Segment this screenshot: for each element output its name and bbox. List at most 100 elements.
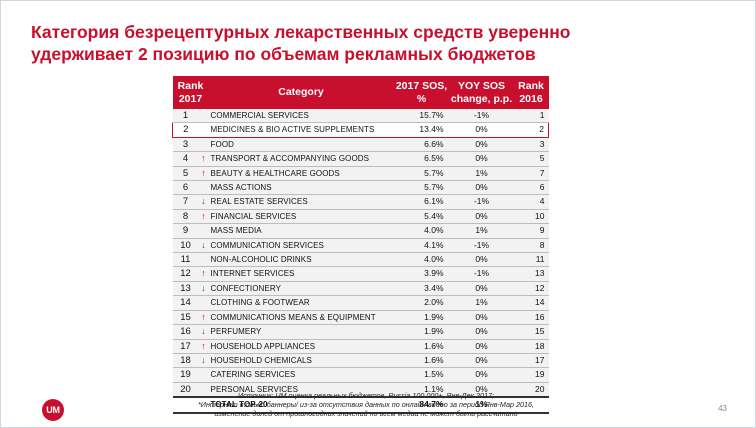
category-cell: MEDICINES & BIO ACTIVE SUPPLEMENTS [208, 122, 394, 138]
arrow-down-icon: ↓ [198, 238, 209, 254]
rank-2016-cell: 2 [513, 122, 550, 138]
rank-2016-cell: 16 [513, 310, 549, 326]
rank-cell: 18 [172, 353, 199, 369]
category-cell: PERSONAL SERVICES [208, 382, 394, 398]
change-cell: 0% [449, 137, 514, 153]
arrow-up-icon: ↑ [198, 151, 209, 167]
table-row: 16 ↓ PERFUMERY 1.9% 0% 15 [172, 324, 549, 340]
header-yoy-change: YOY SOS change, p.p. [449, 76, 514, 109]
table-header-row: Rank 2017 Category 2017 SOS, % YOY SOS c… [172, 76, 549, 109]
category-cell: CONFECTIONERY [208, 281, 394, 297]
footnote-line-1: Источник: UM оценка реальных бюджетов, R… [237, 391, 494, 400]
rank-2016-cell: 19 [513, 367, 549, 383]
change-cell: -1% [449, 266, 514, 282]
sos-cell: 3.9% [393, 266, 450, 282]
category-cell: COMMUNICATIONS MEANS & EQUIPMENT [208, 310, 394, 326]
trend-cell [198, 367, 209, 383]
um-logo: UM [42, 399, 64, 421]
table-row: 15 ↑ COMMUNICATIONS MEANS & EQUIPMENT 1.9% 0… [172, 310, 549, 326]
rank-cell: 9 [172, 223, 199, 239]
change-cell: -1% [449, 109, 514, 124]
sos-cell: 1.5% [393, 367, 450, 383]
change-cell: 0% [449, 151, 514, 167]
rank-cell: 15 [172, 310, 199, 326]
change-cell: 0% [449, 180, 514, 196]
total-empty-arrow [198, 396, 209, 415]
total-sos: 84.7% [393, 396, 450, 415]
rank-cell: 17 [172, 339, 199, 354]
sos-cell: 5.7% [393, 180, 450, 196]
sos-cell: 1.1% [393, 382, 450, 398]
table-row: 17 ↑ HOUSEHOLD APPLIANCES 1.6% 0% 18 [172, 339, 549, 354]
total-empty-rank-2016 [513, 396, 549, 415]
ranking-table: Rank 2017 Category 2017 SOS, % YOY SOS c… [172, 76, 550, 415]
table-row: 11 NON-ALCOHOLIC DRINKS 4.0% 0% 11 [172, 252, 549, 268]
change-cell: 1% [449, 295, 514, 311]
rank-2016-cell: 1 [513, 109, 549, 124]
sos-cell: 1.6% [393, 353, 450, 369]
rank-2016-cell: 3 [513, 137, 549, 153]
rank-2016-cell: 12 [513, 281, 549, 297]
rank-2016-cell: 4 [513, 194, 549, 210]
table-body: 1 COMMERCIAL SERVICES 15.7% -1% 1 2 MEDICINES … [172, 109, 550, 415]
total-empty-rank [172, 396, 199, 415]
trend-cell [198, 252, 209, 268]
sos-cell: 4.1% [393, 238, 450, 254]
rank-cell: 12 [172, 266, 199, 282]
header-category: Category [208, 76, 394, 109]
table-row: 4 ↑ TRANSPORT & ACCOMPANYING GOODS 6.5% 0% 5 [172, 151, 549, 167]
change-cell: 0% [449, 252, 514, 268]
rank-2016-cell: 15 [513, 324, 549, 340]
table-row: 14 CLOTHING & FOOTWEAR 2.0% 1% 14 [172, 295, 549, 311]
category-cell: CATERING SERVICES [208, 367, 394, 383]
table-row: 3 FOOD 6.6% 0% 3 [172, 137, 549, 153]
change-cell: -1% [449, 238, 514, 254]
table-row: 7 ↓ REAL ESTATE SERVICES 6.1% -1% 4 [172, 194, 549, 210]
category-cell: PERFUMERY [208, 324, 394, 340]
category-cell: HOUSEHOLD APPLIANCES [208, 339, 394, 354]
change-cell: 1% [449, 166, 514, 182]
rank-cell: 1 [172, 109, 199, 124]
title-line-2: удерживает 2 позицию по объемам рекламны… [31, 44, 536, 64]
table-row: 20 PERSONAL SERVICES 1.1% 0% 20 [172, 382, 549, 398]
arrow-down-icon: ↓ [198, 281, 209, 297]
sos-cell: 1.9% [393, 310, 450, 326]
rank-2016-cell: 11 [513, 252, 549, 268]
footnote-line-3: изменение долей от прошлогодних значений… [214, 409, 518, 418]
table-row: 8 ↑ FINANCIAL SERVICES 5.4% 0% 10 [172, 209, 549, 225]
arrow-up-icon: ↑ [198, 166, 209, 182]
arrow-down-icon: ↓ [198, 353, 209, 369]
rank-2016-cell: 10 [513, 209, 549, 225]
sos-cell: 6.5% [393, 151, 450, 167]
sos-cell: 1.9% [393, 324, 450, 340]
rank-2016-cell: 6 [513, 180, 549, 196]
category-cell: INTERNET SERVICES [208, 266, 394, 282]
rank-cell: 6 [172, 180, 199, 196]
rank-2016-cell: 8 [513, 238, 549, 254]
rank-cell: 14 [172, 295, 199, 311]
sos-cell: 5.7% [393, 166, 450, 182]
rank-cell: 16 [172, 324, 199, 340]
rank-cell: 5 [172, 166, 199, 182]
rank-cell: 19 [172, 367, 199, 383]
sos-cell: 5.4% [393, 209, 450, 225]
change-cell: 0% [449, 281, 514, 297]
sos-cell: 3.4% [393, 281, 450, 297]
category-cell: BEAUTY & HEALTHCARE GOODS [208, 166, 394, 182]
rank-2016-cell: 5 [513, 151, 549, 167]
category-cell: CLOTHING & FOOTWEAR [208, 295, 394, 311]
trend-cell [198, 137, 209, 153]
sos-cell: 6.1% [393, 194, 450, 210]
change-cell: -1% [449, 194, 514, 210]
rank-2016-cell: 13 [513, 266, 549, 282]
rank-cell: 20 [172, 382, 199, 398]
category-cell: FOOD [208, 137, 394, 153]
table-row: 19 CATERING SERVICES 1.5% 0% 19 [172, 367, 549, 383]
category-cell: MASS MEDIA [208, 223, 394, 239]
category-cell: NON-ALCOHOLIC DRINKS [208, 252, 394, 268]
slide-title: Категория безрецептурных лекарственных с… [31, 21, 731, 65]
sos-cell: 4.0% [393, 252, 450, 268]
sos-cell: 1.6% [393, 339, 450, 354]
change-cell: 0% [449, 367, 514, 383]
table-row: 1 COMMERCIAL SERVICES 15.7% -1% 1 [172, 109, 549, 124]
